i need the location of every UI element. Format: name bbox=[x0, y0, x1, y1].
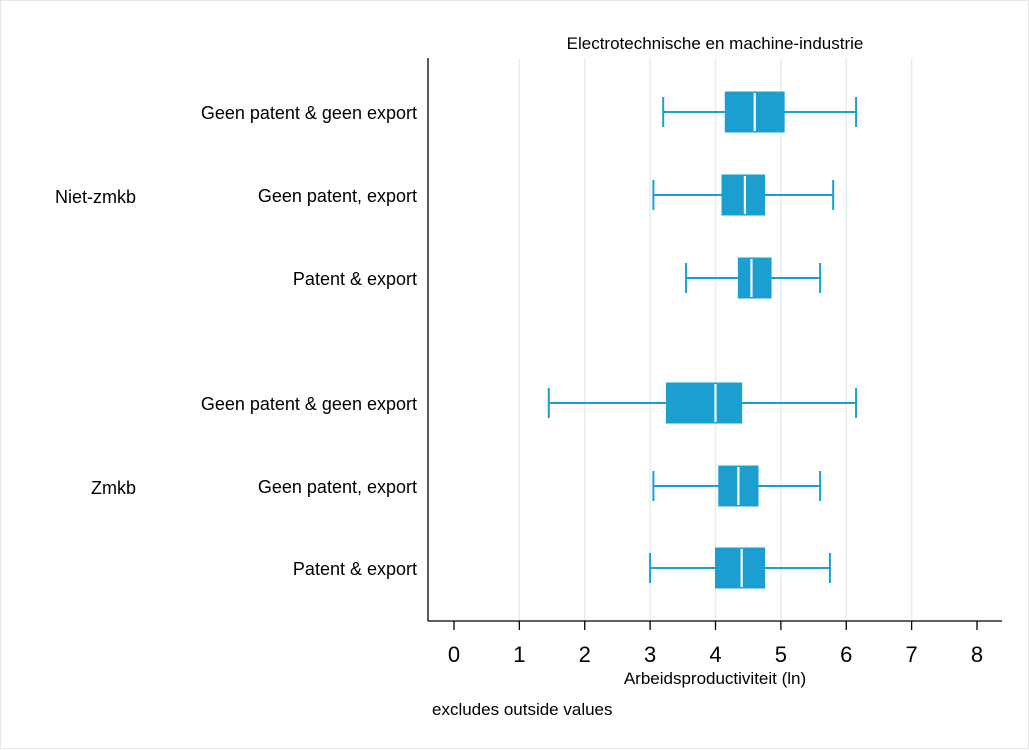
box-item bbox=[649, 547, 831, 589]
box-item bbox=[685, 257, 822, 299]
box-item bbox=[652, 174, 835, 216]
x-tick-label: 7 bbox=[906, 642, 918, 667]
category-label: Patent & export bbox=[293, 559, 417, 579]
x-tick-label: 0 bbox=[448, 642, 460, 667]
category-label: Geen patent & geen export bbox=[201, 394, 417, 414]
boxes bbox=[547, 91, 858, 589]
x-tick-label: 8 bbox=[971, 642, 983, 667]
iqr-box bbox=[665, 382, 743, 424]
box-item bbox=[652, 465, 822, 507]
chart-title: Electrotechnische en machine-industrie bbox=[567, 34, 864, 53]
box-item bbox=[662, 91, 858, 133]
x-ticks: 0 1 2 3 4 5 6 7 8 bbox=[448, 621, 983, 667]
category-labels: Niet-zmkb Geen patent & geen export Geen p… bbox=[55, 103, 417, 579]
grid-lines bbox=[518, 58, 913, 621]
x-tick-label: 2 bbox=[579, 642, 591, 667]
iqr-box bbox=[715, 547, 766, 589]
category-label: Geen patent, export bbox=[258, 477, 417, 497]
x-tick-label: 5 bbox=[775, 642, 787, 667]
x-tick-label: 4 bbox=[709, 642, 721, 667]
box-item bbox=[547, 382, 858, 424]
x-tick-label: 1 bbox=[513, 642, 525, 667]
group-label: Niet-zmkb bbox=[55, 187, 136, 207]
category-label: Geen patent & geen export bbox=[201, 103, 417, 123]
group-label: Zmkb bbox=[91, 478, 136, 498]
category-label: Geen patent, export bbox=[258, 186, 417, 206]
x-tick-label: 3 bbox=[644, 642, 656, 667]
chart-note: excludes outside values bbox=[432, 700, 613, 719]
iqr-box bbox=[721, 174, 766, 216]
category-label: Patent & export bbox=[293, 269, 417, 289]
iqr-box bbox=[737, 257, 772, 299]
x-tick-label: 6 bbox=[840, 642, 852, 667]
x-axis-title: Arbeidsproductiviteit (ln) bbox=[624, 669, 806, 688]
